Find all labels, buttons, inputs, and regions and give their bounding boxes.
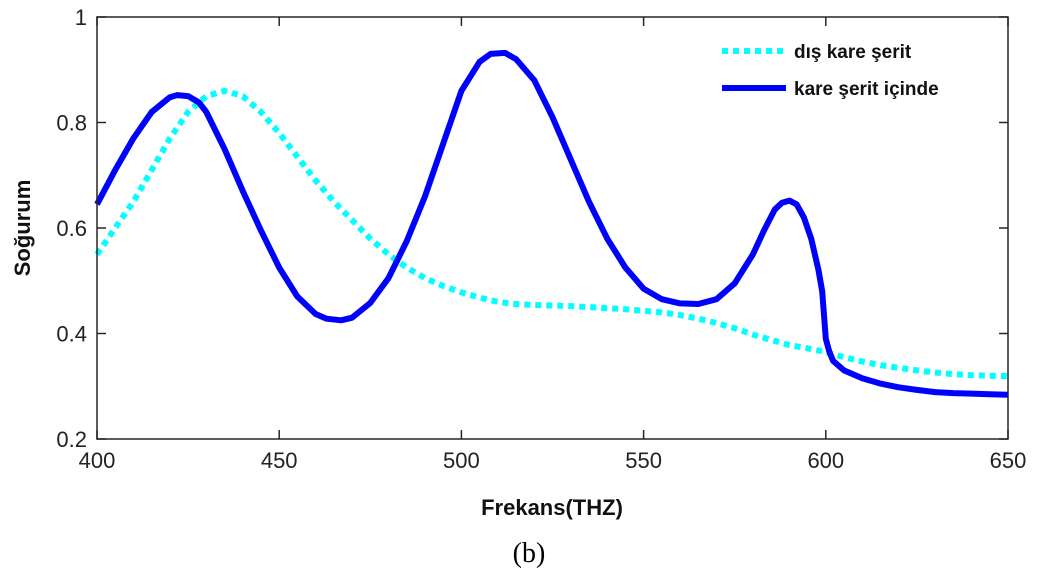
x-tick-label: 500 [443,448,480,473]
figure-caption: (b) [513,538,546,569]
y-axis: 0.2 0.4 0.6 0.8 1 [56,5,1008,452]
legend-label-inner-strip: kare şerit içinde [794,79,939,100]
x-tick-label: 400 [79,448,116,473]
series-inner-strip [94,49,1009,398]
series-line-inner-strip [94,49,1009,398]
y-axis-title: Soğurum [10,180,35,277]
x-tick-label: 650 [990,448,1027,473]
x-axis: 400 450 500 550 600 650 [79,17,1027,473]
x-tick-label: 550 [625,448,662,473]
x-axis-title: Frekans(THZ) [481,495,623,520]
y-tick-label: 1 [75,5,87,30]
legend: dış kare şerit kare şerit içinde [722,42,939,100]
x-tick-label: 600 [807,448,844,473]
y-tick-label: 0.2 [56,427,87,452]
x-tick-label: 450 [261,448,298,473]
y-tick-label: 0.8 [56,111,87,136]
y-tick-label: 0.6 [56,216,87,241]
series-layer [94,49,1009,398]
legend-label-outer-strip: dış kare şerit [794,42,912,63]
plot-area [97,17,1008,439]
y-tick-label: 0.4 [56,322,87,347]
